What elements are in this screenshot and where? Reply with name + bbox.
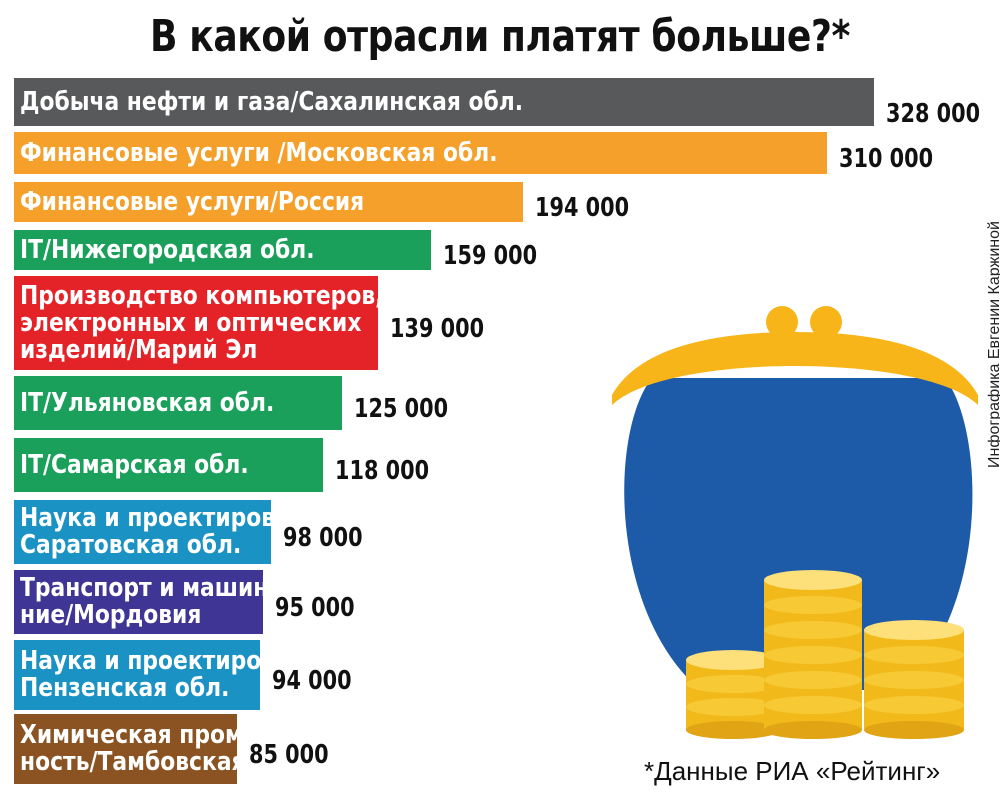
bar-label-9: Транспорт и машинострое- ние/Мордовия	[20, 573, 364, 630]
source-note: *Данные РИА «Рейтинг»	[644, 756, 941, 786]
bar-4	[14, 230, 431, 270]
bar-value-7: 118 000	[335, 456, 430, 486]
bar-label-11: Химическая промышлен- ность/Тамбовская о…	[20, 720, 341, 777]
bar-3	[14, 182, 523, 222]
bar-value-9: 95 000	[275, 593, 355, 623]
author-credit: Инфографика Евгении Каржиной	[986, 221, 1000, 468]
coin-stack-middle	[764, 570, 862, 739]
coin-stack-left	[686, 650, 780, 739]
bar-1	[14, 78, 874, 126]
bar-7	[14, 438, 323, 492]
bar-value-11: 85 000	[249, 740, 329, 770]
bar-label-6: IT/Ульяновская обл.	[20, 387, 275, 418]
clasp-ball-right	[810, 306, 842, 338]
bar-value-8: 98 000	[283, 523, 363, 553]
bar-8	[14, 500, 271, 564]
bar-label-10: Наука и проектирование/ Пензенская обл.	[20, 646, 344, 703]
coin-stack-right	[864, 620, 964, 739]
page-title: В какой отрасли платят больше?*	[150, 11, 850, 62]
bar-label-2: Финансовые услуги /Московская обл.	[20, 137, 498, 168]
bar-label-4: IT/Нижегородская обл.	[20, 234, 315, 265]
bar-2	[14, 132, 827, 174]
bar-value-10: 94 000	[272, 666, 352, 696]
bar-value-4: 159 000	[443, 241, 538, 271]
bar-value-3: 194 000	[535, 193, 630, 223]
bar-label-8: Наука и проектирование/ Саратовская обл.	[20, 503, 344, 560]
bar-label-5: Производство компьютеров, электронных и …	[20, 280, 384, 365]
bar-label-3: Финансовые услуги/Россия	[20, 186, 365, 217]
bar-9	[14, 570, 263, 634]
bar-value-2: 310 000	[839, 144, 934, 174]
bar-value-1: 328 000	[886, 99, 981, 129]
clasp-ball-left	[766, 306, 798, 338]
purse-frame	[612, 332, 978, 405]
purse-with-coins-illustration	[612, 306, 978, 739]
bar-label-7: IT/Самарская обл.	[20, 449, 249, 480]
bar-5	[14, 276, 378, 370]
bar-label-1: Добыча нефти и газа/Сахалинская обл.	[20, 86, 524, 117]
bar-value-6: 125 000	[354, 394, 449, 424]
clasp-stem	[766, 332, 834, 364]
bar-10	[14, 640, 260, 710]
purse-body	[624, 378, 973, 690]
bar-6	[14, 376, 342, 430]
bar-value-5: 139 000	[390, 314, 485, 344]
bar-11	[14, 714, 237, 784]
